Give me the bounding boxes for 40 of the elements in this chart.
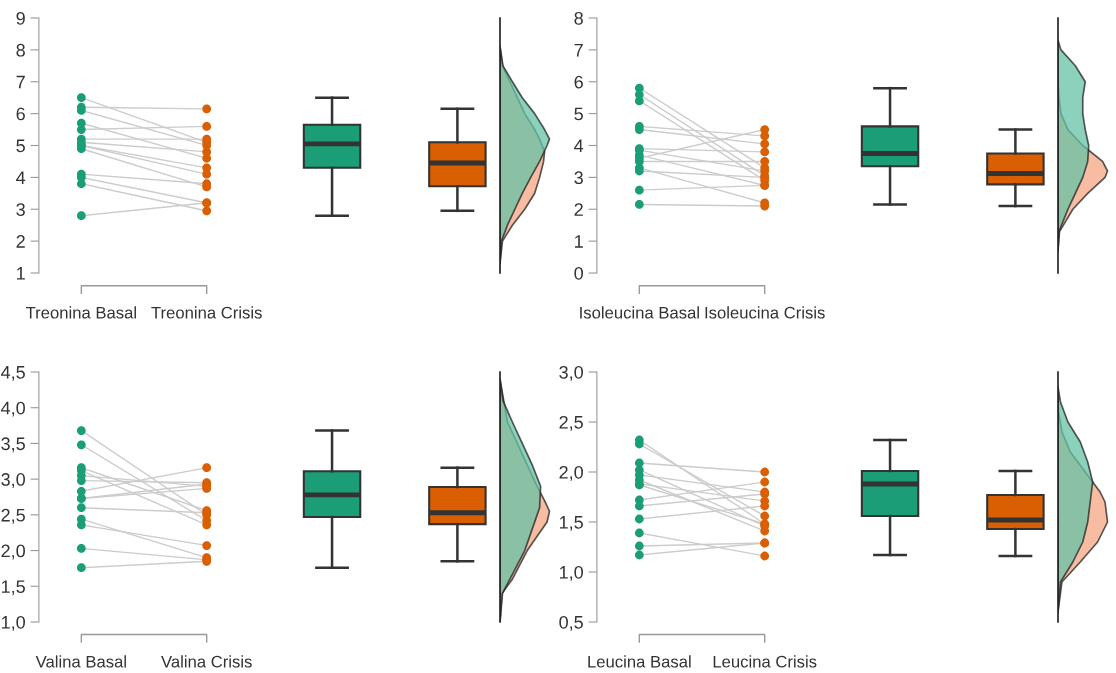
y-tick-label: 1,5 — [1, 580, 25, 596]
y-tick-label: 3,0 — [1, 473, 25, 488]
y-tick-label: 1,0 — [1, 615, 25, 631]
y-tick-label: 1,5 — [559, 516, 583, 531]
y-tick-label: 2 — [16, 235, 25, 248]
y-tick-label: 0,5 — [559, 615, 583, 631]
y-tick-label: 3,0 — [559, 365, 583, 381]
y-tick-label: 2,0 — [559, 465, 583, 481]
y-tick-label: 4 — [574, 139, 584, 153]
x-tick-label: Leucina Basal — [588, 655, 691, 668]
y-tick-label: 2 — [574, 203, 583, 216]
y-tick-label: 7 — [16, 75, 25, 89]
y-tick-label: 8 — [574, 11, 583, 25]
y-tick-label: 2,5 — [559, 415, 583, 431]
y-tick-label: 3 — [16, 203, 25, 216]
y-tick-label: 3,5 — [1, 437, 25, 453]
x-tick-label: Isoleucina Crisis — [705, 306, 825, 319]
y-tick-label: 4 — [16, 171, 26, 184]
y-tick-label: 2,0 — [1, 544, 25, 560]
y-tick-label: 7 — [574, 44, 583, 57]
y-tick-label: 9 — [16, 11, 25, 25]
y-tick-label: 0 — [574, 266, 583, 280]
x-tick-label: Treonina Crisis — [151, 306, 262, 319]
y-tick-label: 2,5 — [1, 508, 25, 524]
x-tick-label: Treonina Basal — [25, 306, 136, 319]
y-tick-label: 4,0 — [1, 401, 25, 417]
x-tick-label: Valina Basal — [35, 655, 126, 668]
x-tick-label: Valina Crisis — [161, 655, 252, 668]
y-tick-label: 6 — [574, 75, 583, 89]
y-tick-label: 3 — [574, 171, 583, 185]
x-tick-label: Isoleucina Basal — [580, 306, 699, 319]
y-tick-label: 6 — [16, 107, 25, 121]
y-tick-label: 1 — [575, 235, 583, 248]
y-tick-label: 1,0 — [559, 565, 583, 581]
y-tick-label: 5 — [574, 107, 583, 121]
x-tick-label: Leucina Crisis — [713, 655, 817, 668]
y-tick-label: 5 — [16, 139, 25, 153]
y-tick-label: 4,5 — [1, 366, 25, 381]
y-tick-label: 8 — [16, 43, 25, 57]
y-tick-label: 1 — [17, 267, 25, 280]
